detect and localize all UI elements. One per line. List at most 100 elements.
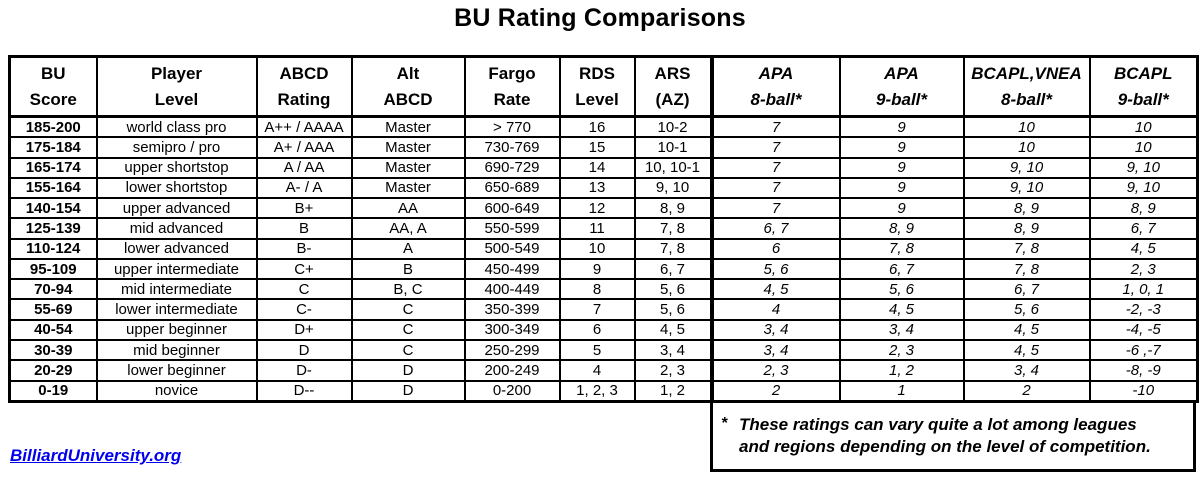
table-cell: 8 [558, 278, 636, 301]
table-cell: 140-154 [8, 197, 98, 220]
column-header: ARS (AZ) [633, 55, 713, 118]
table-cell: 4, 5 [633, 318, 713, 341]
table-cell: 9, 10 [962, 156, 1091, 179]
table-cell: -6 ,-7 [1088, 338, 1199, 362]
table-cell: AA [350, 197, 466, 220]
table-cell: 8, 9 [962, 217, 1091, 240]
table-cell: C- [255, 298, 353, 321]
table-cell: A+ / AAA [255, 136, 353, 159]
table-cell: 125-139 [8, 217, 98, 240]
table-cell: 10, 10-1 [633, 156, 713, 179]
table-cell: 30-39 [8, 338, 98, 362]
table-cell: B+ [255, 197, 353, 220]
table-cell: 6, 7 [709, 217, 841, 240]
table-cell: 165-174 [8, 156, 98, 179]
table-cell: 8, 9 [633, 197, 713, 220]
table-cell: 1, 2 [633, 379, 713, 403]
table-cell: mid advanced [95, 217, 258, 240]
table-cell: 15 [558, 136, 636, 159]
table-cell: D [350, 379, 466, 403]
table-cell: upper beginner [95, 318, 258, 341]
table-cell: mid intermediate [95, 278, 258, 301]
table-cell: 5, 6 [838, 278, 965, 301]
column-header: Fargo Rate [463, 55, 561, 118]
table-cell: 9 [838, 197, 965, 220]
table-cell: C+ [255, 257, 353, 281]
column-header: ABCD Rating [255, 55, 353, 118]
table-cell: lower beginner [95, 359, 258, 382]
table-cell: 6 [558, 318, 636, 341]
table-cell: 4 [558, 359, 636, 382]
table-cell: 9 [838, 136, 965, 159]
table-cell: B [255, 217, 353, 240]
table-cell: mid beginner [95, 338, 258, 362]
table-cell: Master [350, 156, 466, 179]
table-cell: 3, 4 [709, 338, 841, 362]
table-body: 185-200 world class pro A++ / AAAA Master > … [8, 115, 1199, 403]
table-cell: 4, 5 [962, 318, 1091, 341]
table-cell: 7, 8 [962, 237, 1091, 260]
table-cell: lower intermediate [95, 298, 258, 321]
table-cell: 7, 8 [633, 217, 713, 240]
table-cell: 650-689 [463, 176, 561, 200]
footnote-line1: These ratings can vary quite a lot among… [739, 415, 1137, 434]
table-cell: 1, 0, 1 [1088, 278, 1199, 301]
table-cell: 3, 4 [633, 338, 713, 362]
table-cell: 8, 9 [838, 217, 965, 240]
column-header: BCAPL,VNEA 8-ball* [962, 55, 1091, 118]
table-cell: 250-299 [463, 338, 561, 362]
table-row: 110-124 lower advanced B- A 500-549 10 7, 8 6 7,… [8, 237, 1199, 260]
table-cell: 9, 10 [1088, 156, 1199, 179]
table-cell: C [255, 278, 353, 301]
table-cell: 10 [1088, 115, 1199, 139]
table-cell: D [255, 338, 353, 362]
table-cell: 400-449 [463, 278, 561, 301]
table-cell: world class pro [95, 115, 258, 139]
column-header: Player Level [95, 55, 258, 118]
table-cell: 40-54 [8, 318, 98, 341]
column-header: BU Score [8, 55, 98, 118]
table-cell: > 770 [463, 115, 561, 139]
table-cell: 3, 4 [709, 318, 841, 341]
table-cell: 4, 5 [962, 338, 1091, 362]
table-cell: 20-29 [8, 359, 98, 382]
table-cell: B [350, 257, 466, 281]
footnote-box: * These ratings can vary quite a lot amo… [710, 400, 1196, 472]
table-cell: 14 [558, 156, 636, 179]
table-cell: Master [350, 136, 466, 159]
table-cell: 8, 9 [962, 197, 1091, 220]
table-cell: 7 [709, 197, 841, 220]
table-cell: 110-124 [8, 237, 98, 260]
billiard-university-link[interactable]: BilliardUniversity.org [10, 446, 182, 465]
page-title: BU Rating Comparisons [454, 4, 746, 32]
table-cell: 4, 5 [709, 278, 841, 301]
table-cell: 6, 7 [1088, 217, 1199, 240]
table-cell: 175-184 [8, 136, 98, 159]
table-cell: 9 [558, 257, 636, 281]
table-cell: 2, 3 [709, 359, 841, 382]
table-cell: 1, 2 [838, 359, 965, 382]
table-cell: -8, -9 [1088, 359, 1199, 382]
table-row: 70-94 mid intermediate C B, C 400-449 8 5, 6 4,… [8, 278, 1199, 301]
table-cell: 5, 6 [633, 298, 713, 321]
table-cell: 5, 6 [962, 298, 1091, 321]
table-cell: 9, 10 [1088, 176, 1199, 200]
table-row: 185-200 world class pro A++ / AAAA Master > … [8, 115, 1199, 139]
table-cell: lower advanced [95, 237, 258, 260]
table-cell: 16 [558, 115, 636, 139]
table-cell: 600-649 [463, 197, 561, 220]
table-cell: 155-164 [8, 176, 98, 200]
table-cell: 10 [962, 115, 1091, 139]
table-cell: 2, 3 [838, 338, 965, 362]
table-cell: D [350, 359, 466, 382]
table-cell: 0-200 [463, 379, 561, 403]
table-cell: 55-69 [8, 298, 98, 321]
table-cell: 7 [709, 156, 841, 179]
table-row: 40-54 upper beginner D+ C 300-349 6 4, 5 3, 4 3,… [8, 318, 1199, 341]
table-cell: D- [255, 359, 353, 382]
table-cell: upper shortstop [95, 156, 258, 179]
